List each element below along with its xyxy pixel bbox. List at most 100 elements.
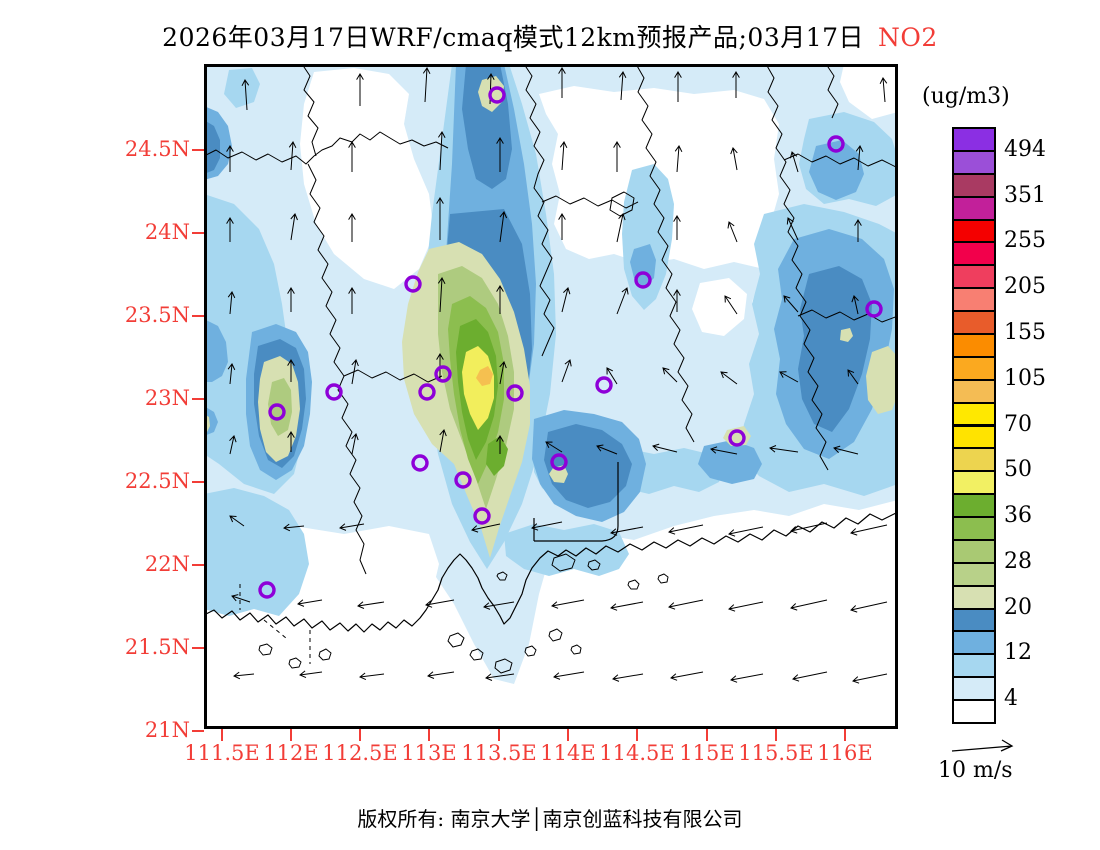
lon-tick	[428, 729, 430, 741]
colorbar-cell	[952, 241, 996, 267]
lon-tick	[636, 729, 638, 741]
lat-label: 21N	[144, 718, 190, 742]
wind-vector-arrow	[670, 671, 704, 681]
colorbar-value-label: 205	[1004, 274, 1046, 300]
lon-label: 111.5E	[184, 741, 260, 765]
wind-vector-arrow	[283, 523, 305, 532]
wind-vector-arrow	[854, 219, 862, 242]
colorbar-value-label: 255	[1004, 228, 1046, 254]
station-marker	[258, 581, 276, 599]
wind-vector-arrow	[290, 213, 298, 241]
title-species-no2: NO2	[878, 23, 938, 52]
wind-vector-arrow	[287, 359, 295, 382]
wind-vector-arrow	[233, 671, 255, 680]
colorbar-cell	[952, 516, 996, 541]
colorbar-value-label: 494	[1004, 136, 1046, 162]
wind-vector-arrow	[348, 213, 356, 242]
wind-vector-arrow	[231, 594, 251, 603]
lat-tick	[192, 232, 204, 234]
wind-vector-arrow	[847, 369, 859, 385]
station-marker	[595, 376, 613, 394]
wind-vector-arrow	[730, 147, 738, 171]
wind-vector-arrow	[616, 287, 629, 315]
colorbar-cell	[952, 149, 996, 175]
lon-label: 113E	[401, 741, 457, 765]
wind-vector-arrow	[436, 197, 444, 240]
lat-tick	[192, 647, 204, 649]
wind-vector-arrow	[531, 521, 563, 531]
wind-vector-arrow	[226, 217, 234, 242]
wind-vector-arrow	[351, 359, 359, 385]
copyright-text: 版权所有: 南京大学│南京创蓝科技有限公司	[357, 807, 743, 831]
wind-vector-arrow	[674, 71, 682, 102]
station-marker	[418, 383, 436, 401]
lon-label: 112E	[263, 741, 319, 765]
wind-vector-arrow	[606, 367, 618, 385]
contour-fill-medium	[544, 424, 632, 508]
boundary-line	[797, 309, 899, 323]
wind-vector-arrow	[437, 131, 446, 171]
wind-vector-arrow	[710, 446, 738, 455]
wind-vector-arrow	[499, 361, 507, 385]
wind-vector-arrow	[674, 145, 683, 173]
boundary-line	[609, 191, 635, 217]
wind-vector-arrow	[724, 295, 738, 315]
wind-vector-arrow	[425, 599, 455, 608]
wind-vector-arrow	[779, 371, 799, 383]
lon-tick	[498, 729, 500, 741]
wind-vector-arrow	[618, 71, 627, 101]
wind-vector-arrow	[559, 141, 568, 171]
wind-vector-arrow	[471, 523, 501, 533]
wind-vector-arrow	[496, 137, 504, 172]
colorbar-value-label: 105	[1004, 365, 1046, 391]
boundary-line	[765, 63, 829, 471]
lon-label: 114E	[540, 741, 596, 765]
wind-vector-arrow	[496, 435, 504, 454]
colorbar-cell	[952, 538, 996, 564]
boundary-line	[523, 63, 555, 357]
contour-fill-medium	[204, 120, 220, 174]
contour-fill-gpale	[840, 328, 853, 342]
wind-vector-arrow	[728, 601, 764, 612]
boundary-line	[635, 63, 695, 443]
wind-vector-arrow	[673, 289, 681, 312]
colorbar-cell	[952, 699, 996, 724]
wind-vector-arrow	[483, 601, 515, 610]
contour-fill-amber	[476, 366, 493, 386]
wind-vector-arrow	[596, 444, 618, 455]
wind-vector-arrow	[613, 141, 621, 172]
colorbar-cell	[952, 424, 996, 450]
wind-vector-arrow	[879, 77, 888, 103]
wind-vector-arrow	[561, 287, 571, 313]
contour-fill-blue	[204, 319, 228, 382]
lon-label: 115.5E	[738, 741, 814, 765]
colorbar-cell	[952, 470, 996, 496]
wind-vector-arrow	[439, 429, 447, 453]
wind-vector-arrow	[732, 71, 740, 98]
wind-vector-arrow	[427, 671, 455, 679]
colorbar-cell	[952, 447, 996, 473]
wind-vector-arrow	[790, 599, 828, 611]
boundary-line	[825, 63, 839, 119]
wind-vector-arrow	[668, 599, 704, 610]
wind-vector-arrow	[673, 215, 681, 240]
colorbar-cell	[952, 584, 996, 610]
colorbar-cell	[952, 378, 996, 404]
colorbar-units-label: (ug/m3)	[922, 84, 1010, 109]
wind-vector-arrow	[612, 673, 644, 682]
contour-fill-dgreen	[486, 436, 508, 476]
wind-vector-arrow	[359, 672, 385, 681]
colorbar-cell	[952, 401, 996, 427]
boundary-line	[343, 369, 443, 383]
station-marker	[404, 275, 422, 293]
colorbar-cell	[952, 287, 996, 313]
contour-fill-blue	[809, 140, 864, 200]
boundary-line	[533, 462, 619, 542]
wind-vector-arrow	[652, 443, 678, 453]
wind-vector-arrow	[545, 441, 563, 453]
wind-vector-arrow	[730, 673, 764, 683]
station-marker	[411, 454, 429, 472]
station-marker	[325, 383, 343, 401]
contour-fill-light	[224, 68, 260, 108]
